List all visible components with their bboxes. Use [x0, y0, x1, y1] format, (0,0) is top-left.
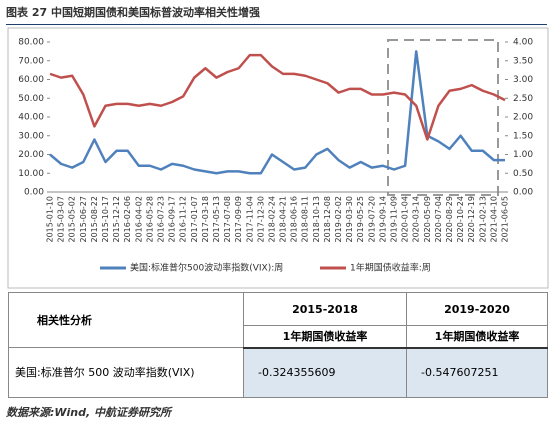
x-tick-label: 2019-09-14 [378, 196, 387, 243]
x-tick-label: 2016-02-06 [123, 196, 132, 243]
x-tick-label: 2015-01-10 [46, 196, 55, 243]
y2-tick-label: 2.00 [513, 113, 533, 123]
y2-tick-label: 1.00 [513, 150, 533, 160]
table-row: 美国:标准普尔 500 波动率指数(VIX) -0.324355609 -0.547… [8, 347, 548, 398]
y2-tick-label: 0.50 [513, 169, 533, 179]
x-tick-label: 2020-12-19 [467, 196, 476, 243]
table-cell: 2019-2020 [406, 292, 548, 326]
chart: 0.00 10.00 20.00 30.00 40.00 50.00 60.00 70.00 8… [7, 27, 549, 289]
x-tick-label: 2016-11-12 [179, 196, 188, 243]
x-tick-label: 2021-06-05 [501, 196, 510, 243]
x-tick-label: 2019-05-25 [356, 196, 365, 243]
table: 相关性分析 2015-2018 2019-2020 1年期国债收益率 1年期国债收益率美… [8, 292, 548, 398]
x-tick-label: 2016-04-02 [134, 196, 143, 243]
x-tick-label: 2018-10-13 [312, 196, 321, 243]
x-tick-label: 2016-07-23 [156, 196, 165, 243]
y-tick-label: 0.00 [24, 188, 44, 198]
table-cell: 1年期国债收益率 [243, 325, 407, 349]
y-tick-label: 10.00 [18, 169, 44, 179]
x-tick-label: 2015-12-12 [112, 196, 121, 243]
x-tick-label: 2021-04-10 [489, 196, 498, 243]
x-tick-label: 2017-01-07 [190, 196, 199, 243]
x-tick-label: 2018-04-21 [279, 196, 288, 243]
figure-title: 图表 27 中国短期国债和美国标普波动率相关性增强 [6, 6, 260, 19]
y-tick-label: 50.00 [18, 94, 44, 104]
x-tick-label: 2020-07-04 [434, 196, 443, 243]
x-tick-label: 2021-02-13 [478, 196, 487, 243]
y2-tick-label: 3.50 [513, 56, 533, 66]
y-tick-label: 80.00 [18, 38, 44, 48]
y-tick-label: 20.00 [18, 150, 44, 160]
x-tick-label: 2018-02-24 [267, 196, 276, 243]
table-cell: -0.324355609 [243, 347, 407, 398]
x-tick-label: 2020-08-29 [445, 196, 454, 243]
table-cell: -0.547607251 [406, 347, 548, 398]
table-cell: 1年期国债收益率 [406, 325, 548, 349]
highlight-box [387, 39, 499, 196]
table-cell: 美国:标准普尔 500 波动率指数(VIX) [8, 347, 244, 398]
y-tick-label: 40.00 [18, 113, 44, 123]
x-tick-label: 2018-08-11 [301, 196, 310, 243]
x-tick-label: 2015-03-07 [57, 196, 66, 243]
x-tick-label: 2019-07-20 [367, 196, 376, 243]
x-tick-label: 2017-07-08 [223, 196, 232, 243]
y2-tick-label: 4.00 [513, 38, 533, 48]
table-row: 相关性分析 2015-2018 2019-2020 [8, 292, 548, 348]
x-tick-label: 2018-12-08 [323, 196, 332, 243]
x-tick-label: 2015-10-17 [101, 196, 110, 243]
y2-tick-label: 0.00 [513, 188, 533, 198]
x-tick-label: 2016-09-17 [168, 196, 177, 243]
x-tick-label: 2018-06-16 [290, 196, 299, 243]
x-tick-label: 2017-09-09 [234, 196, 243, 243]
x-tick-label: 2020-01-04 [401, 196, 410, 243]
x-tick-label: 2017-12-30 [256, 196, 265, 243]
x-tick-label: 2019-02-02 [334, 196, 343, 243]
rule [6, 24, 547, 25]
y2-tick-label: 2.50 [513, 94, 533, 104]
source: 数据来源:Wind, 中航证券研究所 [6, 406, 172, 419]
x-tick-label: 2016-05-28 [145, 196, 154, 243]
chart-frame [7, 27, 549, 289]
x-tick-label: 2019-03-30 [345, 196, 354, 243]
y-tick-label: 30.00 [18, 131, 44, 141]
table-cell: 2015-2018 [243, 292, 407, 326]
x-tick-label: 2015-06-27 [79, 196, 88, 243]
x-tick-label: 2017-03-18 [201, 196, 210, 243]
y2-tick-label: 3.00 [513, 75, 533, 85]
x-tick-label: 2017-05-13 [212, 196, 221, 243]
legend-label: 美国:标准普尔500波动率指数(VIX):周 [130, 262, 283, 274]
x-tick-label: 2015-05-02 [68, 196, 77, 243]
x-tick-label: 2015-08-22 [90, 196, 99, 243]
x-tick-label: 2019-11-09 [390, 196, 399, 243]
legend-label: 1年期国债收益率:周 [350, 262, 431, 274]
x-tick-label: 2017-11-04 [245, 196, 254, 243]
series-line [49, 53, 506, 141]
table-cell: 相关性分析 [8, 292, 244, 348]
x-tick-label: 2020-10-24 [456, 196, 465, 243]
x-tick-label: 2020-05-09 [423, 196, 432, 243]
y-tick-label: 70.00 [18, 56, 44, 66]
y-tick-label: 60.00 [18, 75, 44, 85]
table-row: 1年期国债收益率 1年期国债收益率 [9, 325, 548, 349]
x-tick-label: 2020-03-14 [412, 196, 421, 243]
y2-tick-label: 1.50 [513, 131, 533, 141]
